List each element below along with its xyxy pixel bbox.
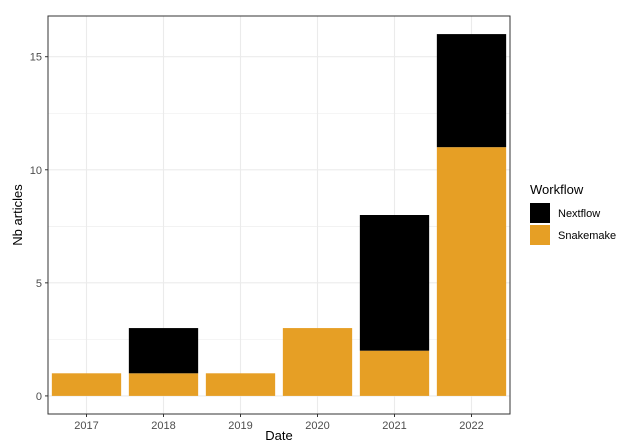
bar-nextflow-2022 <box>436 34 507 148</box>
bar-snakemake-2018 <box>128 373 199 396</box>
bar-snakemake-2021 <box>359 350 430 396</box>
bar-snakemake-2020 <box>282 328 353 396</box>
minor-gridlines <box>48 112 510 340</box>
y-tick-label: 0 <box>36 391 42 403</box>
legend-key-snakemake <box>530 225 550 245</box>
x-axis-title: Date <box>265 428 292 443</box>
legend-title: Workflow <box>530 182 584 197</box>
x-tick-label: 2020 <box>305 420 329 432</box>
x-tick-label: 2018 <box>151 420 175 432</box>
legend-label-snakemake: Snakemake <box>558 230 616 242</box>
bar-nextflow-2021 <box>359 215 430 351</box>
bar-snakemake-2019 <box>205 373 276 396</box>
bar-snakemake-2022 <box>436 147 507 396</box>
x-tick-label: 2017 <box>74 420 98 432</box>
legend-key-nextflow <box>530 203 550 223</box>
bars <box>51 34 507 396</box>
y-tick-label: 15 <box>30 52 42 64</box>
legend-label-nextflow: Nextflow <box>558 208 600 220</box>
x-tick-label: 2022 <box>459 420 483 432</box>
bar-nextflow-2018 <box>128 328 199 374</box>
y-axis-title: Nb articles <box>10 184 25 246</box>
y-axis-ticks: 0 5 10 15 <box>30 52 48 403</box>
plot-panel-border <box>47 15 511 415</box>
x-tick-label: 2019 <box>228 420 252 432</box>
x-tick-label: 2021 <box>382 420 406 432</box>
legend: Workflow Nextflow Snakemake <box>530 182 616 245</box>
bar-snakemake-2017 <box>51 373 122 396</box>
y-tick-label: 10 <box>30 165 42 177</box>
y-tick-label: 5 <box>36 278 42 290</box>
x-axis-ticks: 2017 2018 2019 2020 2021 2022 <box>74 414 484 432</box>
